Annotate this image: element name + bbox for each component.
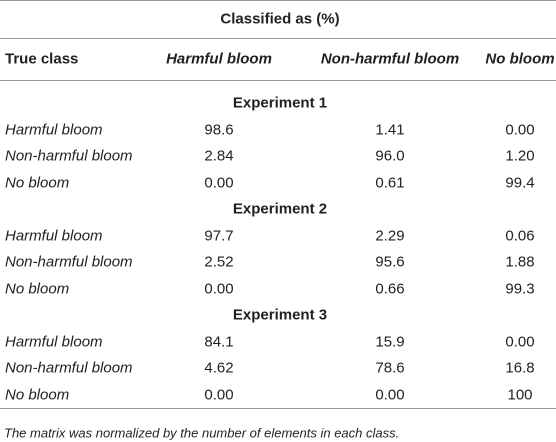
column-header: Non-harmful bloom bbox=[320, 50, 460, 68]
column-header: Harmful bloom bbox=[166, 50, 272, 68]
header-rule bbox=[0, 38, 556, 39]
row-label: Harmful bloom bbox=[5, 227, 103, 244]
top-rule bbox=[0, 0, 556, 1]
cell: 1.20 bbox=[505, 147, 535, 165]
cell: 78.6 bbox=[375, 359, 405, 377]
row-label: No bloom bbox=[5, 280, 70, 297]
row-label: Non-harmful bloom bbox=[5, 359, 133, 377]
column-header: No bloom bbox=[485, 50, 555, 68]
row-label: Harmful bloom bbox=[5, 333, 103, 350]
cell: 100 bbox=[507, 386, 533, 403]
cell: 95.6 bbox=[375, 253, 405, 271]
cell: 1.41 bbox=[375, 121, 405, 138]
cell: 2.29 bbox=[375, 227, 405, 244]
footnote: The matrix was normalized by the number … bbox=[4, 425, 400, 441]
row-label: Non-harmful bloom bbox=[5, 253, 133, 271]
row-label: No bloom bbox=[5, 386, 70, 403]
cell: 0.00 bbox=[204, 174, 234, 191]
bottom-rule bbox=[0, 408, 556, 409]
super-header: Classified as (%) bbox=[220, 10, 340, 28]
cell: 97.7 bbox=[204, 227, 234, 244]
cell: 0.06 bbox=[505, 227, 535, 244]
cell: 98.6 bbox=[204, 121, 234, 138]
cell: 16.8 bbox=[505, 359, 535, 377]
cell: 99.3 bbox=[505, 280, 535, 297]
column-header: True class bbox=[5, 50, 79, 68]
cell: 0.00 bbox=[505, 333, 535, 350]
section-title: Experiment 3 bbox=[232, 306, 328, 324]
section-title: Experiment 1 bbox=[232, 94, 328, 112]
cell: 4.62 bbox=[204, 359, 234, 377]
cell: 0.00 bbox=[375, 386, 405, 403]
cell: 0.00 bbox=[204, 386, 234, 403]
cell: 2.52 bbox=[204, 253, 234, 271]
cell: 0.00 bbox=[204, 280, 234, 297]
row-label: Non-harmful bloom bbox=[5, 147, 133, 165]
row-label: No bloom bbox=[5, 174, 70, 191]
section-title: Experiment 2 bbox=[232, 200, 328, 218]
cell: 0.66 bbox=[375, 280, 405, 297]
cell: 2.84 bbox=[204, 147, 234, 165]
row-label: Harmful bloom bbox=[5, 121, 103, 138]
cell: 96.0 bbox=[375, 147, 405, 165]
cell: 99.4 bbox=[505, 174, 535, 191]
cell: 0.61 bbox=[375, 174, 405, 191]
cell: 15.9 bbox=[375, 333, 405, 350]
cell: 0.00 bbox=[505, 121, 535, 138]
cell: 1.88 bbox=[505, 253, 535, 271]
header-bottom-rule bbox=[0, 80, 556, 81]
cell: 84.1 bbox=[204, 333, 234, 350]
